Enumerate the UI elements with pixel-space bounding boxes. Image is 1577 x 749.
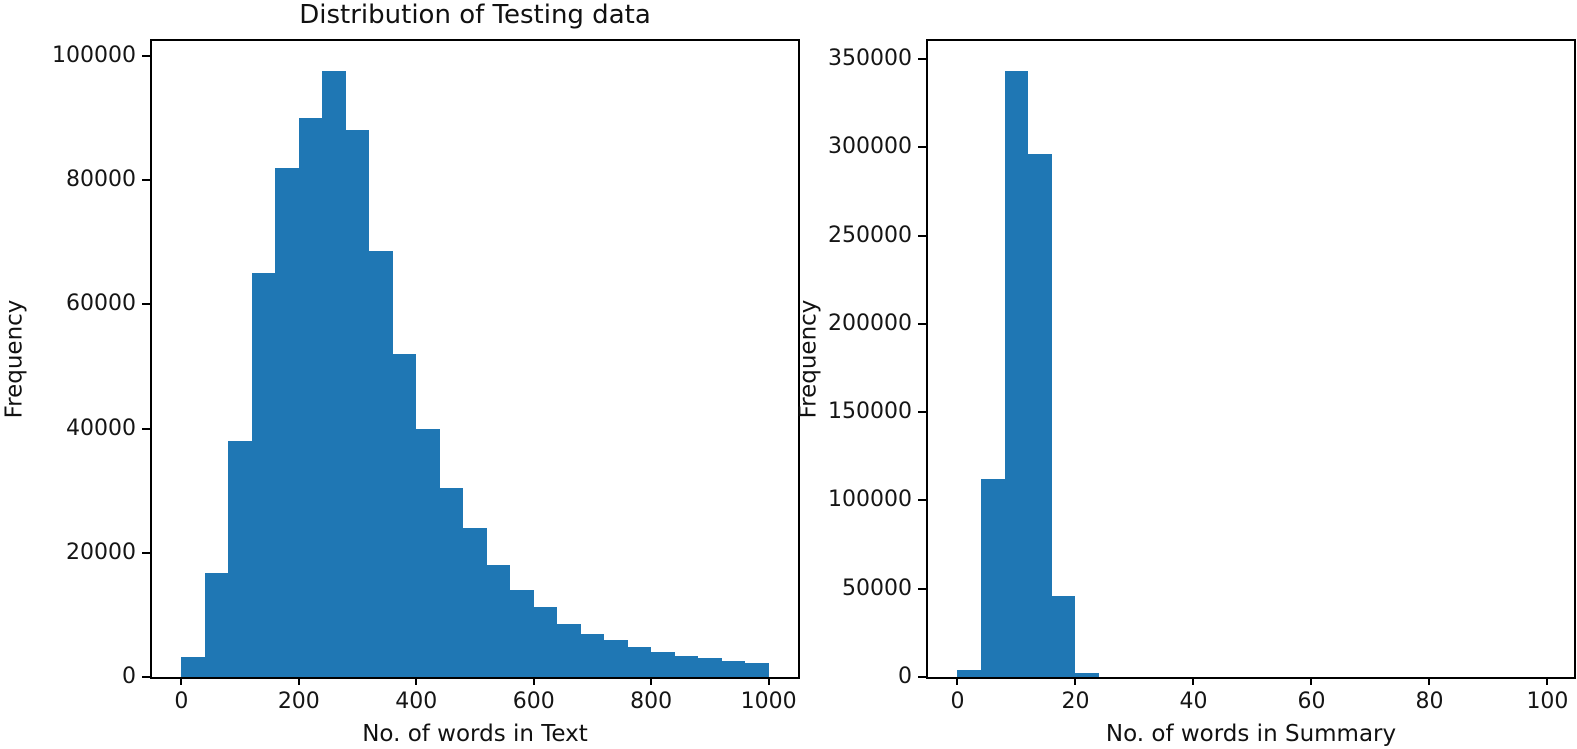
left-plot-area: Distribution of Testing data No. of word… bbox=[2, 0, 800, 746]
histogram-bar bbox=[181, 657, 205, 677]
right-y-axis-label: Frequency bbox=[795, 299, 822, 419]
x-tick-label: 0 bbox=[174, 689, 189, 714]
histogram-bar bbox=[251, 273, 276, 677]
y-tick-label: 0 bbox=[122, 664, 136, 689]
histogram-bar bbox=[674, 655, 699, 677]
y-tick-label: 150000 bbox=[828, 399, 912, 425]
histogram-bar bbox=[1028, 154, 1052, 677]
x-tick-mark bbox=[956, 677, 959, 685]
right-plot-area: No. of words in Summary Frequency 0 20 40 6… bbox=[796, 39, 1576, 746]
x-tick-mark bbox=[650, 677, 653, 685]
y-tick-label: 20000 bbox=[66, 539, 136, 565]
histogram-bar bbox=[322, 71, 346, 677]
y-tick-label: 50000 bbox=[842, 575, 912, 601]
histogram-bar bbox=[369, 251, 393, 677]
histogram-bar bbox=[275, 167, 299, 677]
x-tick-mark bbox=[532, 677, 535, 685]
y-tick-label: 250000 bbox=[828, 222, 912, 248]
y-tick-mark bbox=[142, 179, 152, 181]
y-tick-mark bbox=[918, 322, 928, 325]
x-tick-label: 400 bbox=[395, 689, 438, 714]
y-tick-mark bbox=[142, 54, 152, 57]
y-tick-label: 300000 bbox=[828, 134, 912, 160]
y-tick-label: 200000 bbox=[828, 310, 912, 336]
x-tick-label: 1000 bbox=[740, 689, 797, 714]
histogram-bar bbox=[1004, 71, 1029, 677]
histogram-bar bbox=[486, 565, 511, 677]
histogram-bar bbox=[1075, 673, 1100, 677]
histogram-bar bbox=[745, 662, 769, 677]
x-tick-mark bbox=[1074, 677, 1077, 685]
x-tick-label: 40 bbox=[1179, 689, 1208, 714]
y-tick-label: 80000 bbox=[66, 167, 136, 192]
y-tick-mark bbox=[918, 411, 928, 414]
histogram-bar bbox=[698, 658, 722, 677]
x-tick-label: 60 bbox=[1297, 689, 1326, 714]
histogram-bar bbox=[981, 479, 1005, 677]
y-tick-mark bbox=[918, 146, 928, 149]
histogram-bar bbox=[439, 487, 464, 677]
x-tick-label: 800 bbox=[630, 689, 673, 714]
x-tick-label: 200 bbox=[277, 689, 320, 714]
x-tick-label: 20 bbox=[1061, 689, 1090, 714]
y-tick-label: 40000 bbox=[66, 415, 136, 441]
histogram-bar bbox=[204, 572, 229, 677]
y-tick-label: 0 bbox=[898, 664, 912, 689]
y-tick-mark bbox=[142, 551, 152, 554]
y-tick-mark bbox=[918, 499, 928, 502]
histogram-bar bbox=[228, 440, 252, 677]
histogram-bar bbox=[463, 527, 487, 677]
histogram-bar bbox=[627, 647, 652, 677]
histogram-bar bbox=[392, 353, 417, 677]
histogram-bar bbox=[510, 590, 534, 677]
histogram-bar bbox=[345, 130, 370, 677]
x-tick-label: 100 bbox=[1526, 689, 1569, 714]
y-tick-mark bbox=[918, 234, 928, 237]
right-x-axis-label: No. of words in Summary bbox=[1105, 721, 1397, 747]
x-tick-mark bbox=[415, 677, 418, 685]
x-tick-mark bbox=[1310, 677, 1313, 685]
x-tick-mark bbox=[180, 677, 183, 685]
y-tick-label: 60000 bbox=[66, 291, 136, 317]
x-tick-mark bbox=[1546, 677, 1549, 685]
histogram-bar bbox=[651, 652, 675, 677]
x-tick-mark bbox=[767, 677, 770, 685]
histogram-bar bbox=[298, 117, 323, 677]
y-tick-mark bbox=[918, 676, 928, 678]
histogram-bar bbox=[580, 633, 605, 677]
y-tick-label: 100000 bbox=[52, 42, 136, 68]
y-tick-mark bbox=[918, 57, 928, 60]
y-tick-mark bbox=[918, 587, 928, 590]
y-tick-label: 100000 bbox=[828, 487, 912, 513]
histogram-bar bbox=[533, 607, 558, 677]
histogram-bar bbox=[721, 660, 746, 677]
y-tick-label: 350000 bbox=[828, 45, 912, 71]
y-tick-mark bbox=[142, 427, 152, 430]
left-chart-title: Distribution of Testing data bbox=[299, 0, 651, 30]
x-tick-mark bbox=[1192, 677, 1195, 685]
y-tick-mark bbox=[142, 676, 152, 678]
histogram-bar bbox=[557, 624, 581, 677]
histogram-bar bbox=[1051, 595, 1076, 677]
x-tick-mark bbox=[1428, 677, 1431, 685]
x-tick-mark bbox=[297, 677, 300, 685]
left-x-axis-label: No. of words in Text bbox=[362, 721, 588, 747]
x-tick-label: 0 bbox=[950, 689, 965, 714]
histogram-bar bbox=[416, 428, 440, 677]
x-tick-label: 80 bbox=[1415, 689, 1444, 714]
y-tick-mark bbox=[142, 303, 152, 306]
x-tick-label: 600 bbox=[512, 689, 555, 714]
histogram-bar bbox=[957, 669, 982, 677]
histogram-bar bbox=[604, 639, 628, 677]
left-y-axis-label: Frequency bbox=[1, 299, 28, 419]
